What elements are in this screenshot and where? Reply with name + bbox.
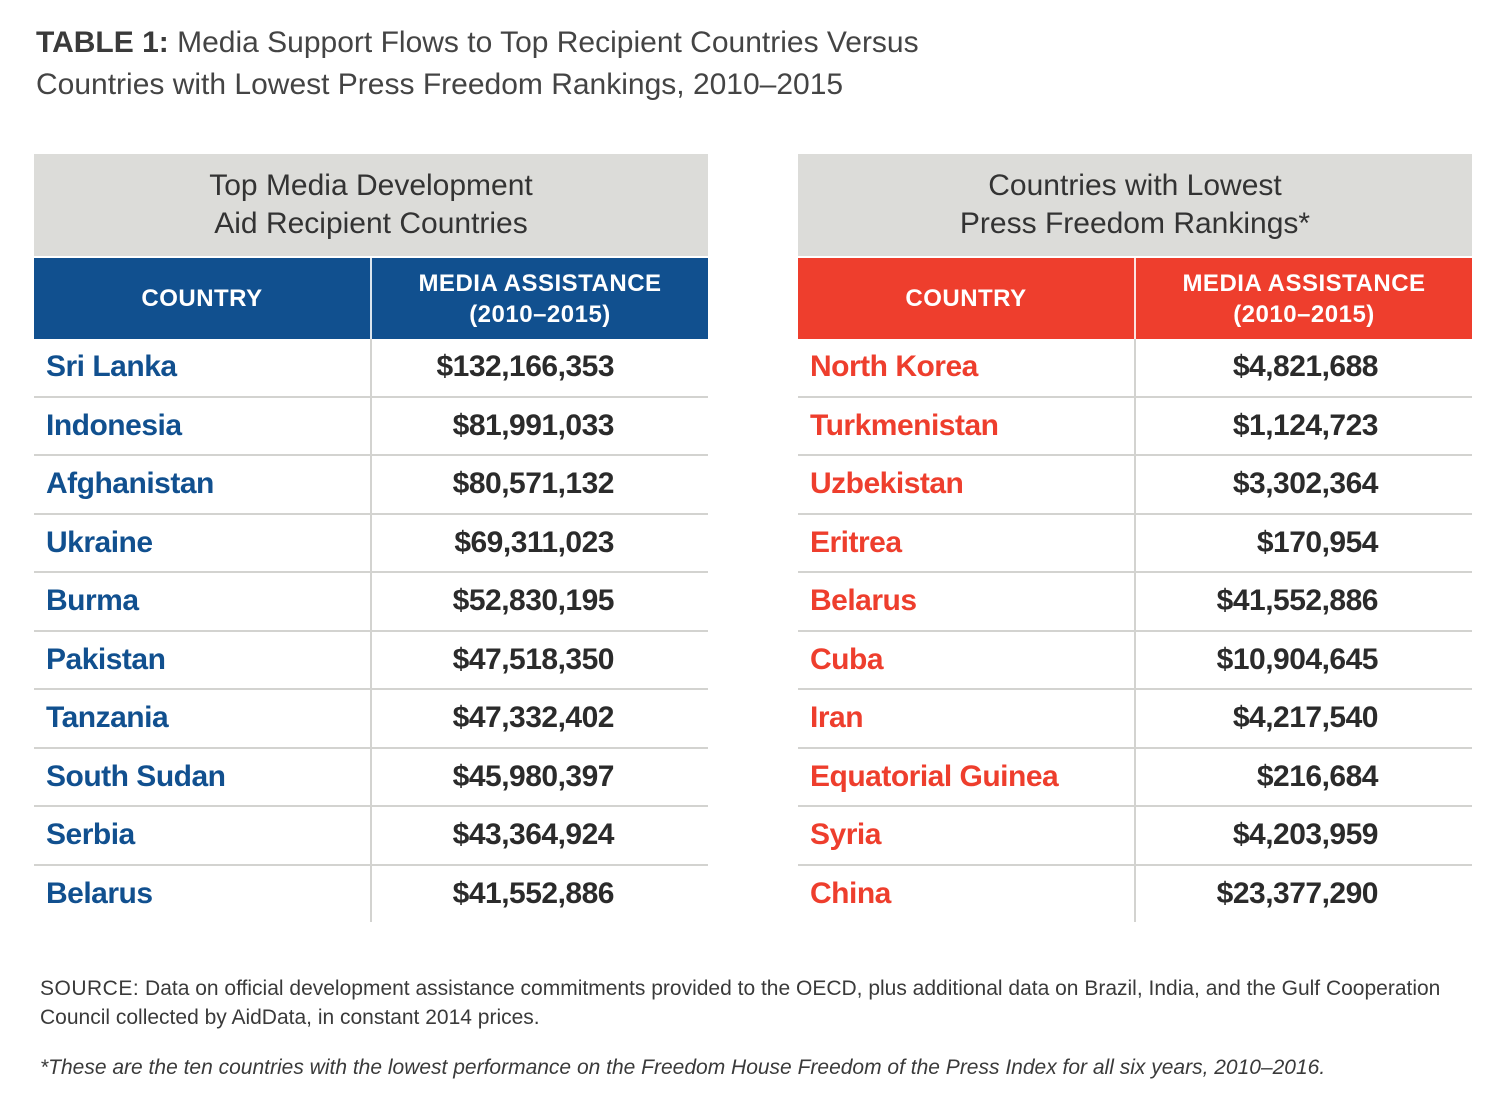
country-cell: Tanzania bbox=[34, 690, 372, 747]
title-label: TABLE 1: bbox=[36, 26, 169, 59]
country-cell: Ukraine bbox=[34, 514, 372, 571]
media-assistance-column-header: MEDIA ASSISTANCE (2010–2015) bbox=[372, 258, 708, 339]
media-assistance-cell: $10,904,645 bbox=[1216, 642, 1379, 676]
source-label: SOURCE: bbox=[40, 977, 140, 1000]
title-line-1: TABLE 1: Media Support Flows to Top Reci… bbox=[36, 22, 1136, 64]
table-row: North Korea $4,821,688 bbox=[798, 339, 1472, 398]
media-assistance-cell: $170,954 bbox=[1256, 525, 1379, 559]
media-assistance-cell: $52,830,195 bbox=[452, 584, 615, 618]
column-header-row: COUNTRY MEDIA ASSISTANCE (2010–2015) bbox=[798, 258, 1472, 339]
country-cell: Sri Lanka bbox=[34, 339, 372, 396]
media-assistance-cell: $81,991,033 bbox=[452, 408, 615, 442]
media-assistance-cell: $43,364,924 bbox=[452, 818, 615, 852]
media-assistance-cell: $41,552,886 bbox=[452, 876, 615, 910]
lowest-press-freedom-table: Countries with Lowest Press Freedom Rank… bbox=[798, 154, 1472, 922]
media-assistance-cell: $4,821,688 bbox=[1232, 350, 1379, 384]
table-row: Eritrea $170,954 bbox=[798, 514, 1472, 573]
table-body: Sri Lanka $132,166,353 Indonesia $81,991,03… bbox=[34, 339, 708, 922]
country-cell: North Korea bbox=[798, 339, 1136, 396]
title-text-1: Media Support Flows to Top Recipient Cou… bbox=[177, 26, 919, 59]
footnote: *These are the ten countries with the lo… bbox=[40, 1056, 1326, 1079]
group-heading-line-2: Press Freedom Rankings* bbox=[959, 207, 1311, 240]
lowest-press-freedom-heading: Countries with Lowest Press Freedom Rank… bbox=[798, 154, 1472, 256]
country-cell: Eritrea bbox=[798, 514, 1136, 571]
country-column-header: COUNTRY bbox=[798, 258, 1136, 339]
country-cell: Turkmenistan bbox=[798, 397, 1136, 454]
country-cell: Serbia bbox=[34, 807, 372, 864]
media-assistance-cell: $69,311,023 bbox=[454, 525, 614, 559]
assist-header-line-2: (2010–2015) bbox=[469, 300, 611, 328]
table-row: Belarus $41,552,886 bbox=[34, 865, 708, 922]
media-assistance-cell: $45,980,397 bbox=[452, 759, 615, 793]
table-body: North Korea $4,821,688 Turkmenistan $1,124,… bbox=[798, 339, 1472, 922]
country-cell: China bbox=[798, 865, 1136, 922]
table-row: Afghanistan $80,571,132 bbox=[34, 456, 708, 515]
country-cell: Syria bbox=[798, 807, 1136, 864]
assist-header-line-1: MEDIA ASSISTANCE bbox=[1182, 269, 1426, 297]
top-recipients-heading: Top Media Development Aid Recipient Coun… bbox=[34, 154, 708, 256]
country-cell: Equatorial Guinea bbox=[798, 748, 1136, 805]
country-cell: Uzbekistan bbox=[798, 456, 1136, 513]
assist-header-line-1: MEDIA ASSISTANCE bbox=[418, 269, 662, 297]
media-assistance-cell: $1,124,723 bbox=[1232, 408, 1379, 442]
country-cell: Belarus bbox=[34, 865, 372, 922]
country-cell: Afghanistan bbox=[34, 456, 372, 513]
media-assistance-cell: $41,552,886 bbox=[1216, 584, 1379, 618]
group-heading-line-1: Top Media Development bbox=[209, 169, 533, 202]
table-row: Ukraine $69,311,023 bbox=[34, 514, 708, 573]
assist-header-line-2: (2010–2015) bbox=[1233, 300, 1375, 328]
source-note: SOURCE: Data on official development ass… bbox=[40, 974, 1470, 1032]
source-text: Data on official development assistance … bbox=[40, 977, 1441, 1029]
table-row: Turkmenistan $1,124,723 bbox=[798, 397, 1472, 456]
table-row: Serbia $43,364,924 bbox=[34, 807, 708, 866]
media-assistance-cell: $4,217,540 bbox=[1232, 701, 1379, 735]
country-cell: Iran bbox=[798, 690, 1136, 747]
country-cell: Burma bbox=[34, 573, 372, 630]
table-row: Belarus $41,552,886 bbox=[798, 573, 1472, 632]
media-assistance-cell: $47,332,402 bbox=[452, 701, 615, 735]
media-assistance-cell: $3,302,364 bbox=[1232, 467, 1379, 501]
group-heading-line-2: Aid Recipient Countries bbox=[214, 207, 528, 240]
table-row: South Sudan $45,980,397 bbox=[34, 748, 708, 807]
table-row: Burma $52,830,195 bbox=[34, 573, 708, 632]
table-title: TABLE 1: Media Support Flows to Top Reci… bbox=[36, 22, 1136, 106]
table-row: Tanzania $47,332,402 bbox=[34, 690, 708, 749]
media-assistance-cell: $216,684 bbox=[1256, 759, 1379, 793]
table-row: Pakistan $47,518,350 bbox=[34, 631, 708, 690]
table-row: Iran $4,217,540 bbox=[798, 690, 1472, 749]
table-row: Cuba $10,904,645 bbox=[798, 631, 1472, 690]
column-header-row: COUNTRY MEDIA ASSISTANCE (2010–2015) bbox=[34, 258, 708, 339]
table-row: Syria $4,203,959 bbox=[798, 807, 1472, 866]
table-row: Indonesia $81,991,033 bbox=[34, 397, 708, 456]
country-cell: Belarus bbox=[798, 573, 1136, 630]
top-recipients-table: Top Media Development Aid Recipient Coun… bbox=[34, 154, 708, 922]
country-column-header: COUNTRY bbox=[34, 258, 372, 339]
media-assistance-cell: $132,166,353 bbox=[436, 350, 614, 384]
country-cell: Pakistan bbox=[34, 631, 372, 688]
media-assistance-cell: $47,518,350 bbox=[452, 642, 615, 676]
country-cell: Cuba bbox=[798, 631, 1136, 688]
country-cell: Indonesia bbox=[34, 397, 372, 454]
table-row: Equatorial Guinea $216,684 bbox=[798, 748, 1472, 807]
group-heading-line-1: Countries with Lowest bbox=[988, 169, 1282, 202]
media-assistance-column-header: MEDIA ASSISTANCE (2010–2015) bbox=[1136, 258, 1472, 339]
media-assistance-cell: $80,571,132 bbox=[452, 467, 615, 501]
media-assistance-cell: $23,377,290 bbox=[1216, 876, 1379, 910]
table-row: Uzbekistan $3,302,364 bbox=[798, 456, 1472, 515]
table-row: Sri Lanka $132,166,353 bbox=[34, 339, 708, 398]
title-line-2: Countries with Lowest Press Freedom Rank… bbox=[36, 68, 844, 101]
country-cell: South Sudan bbox=[34, 748, 372, 805]
table-row: China $23,377,290 bbox=[798, 865, 1472, 922]
media-assistance-cell: $4,203,959 bbox=[1232, 818, 1379, 852]
